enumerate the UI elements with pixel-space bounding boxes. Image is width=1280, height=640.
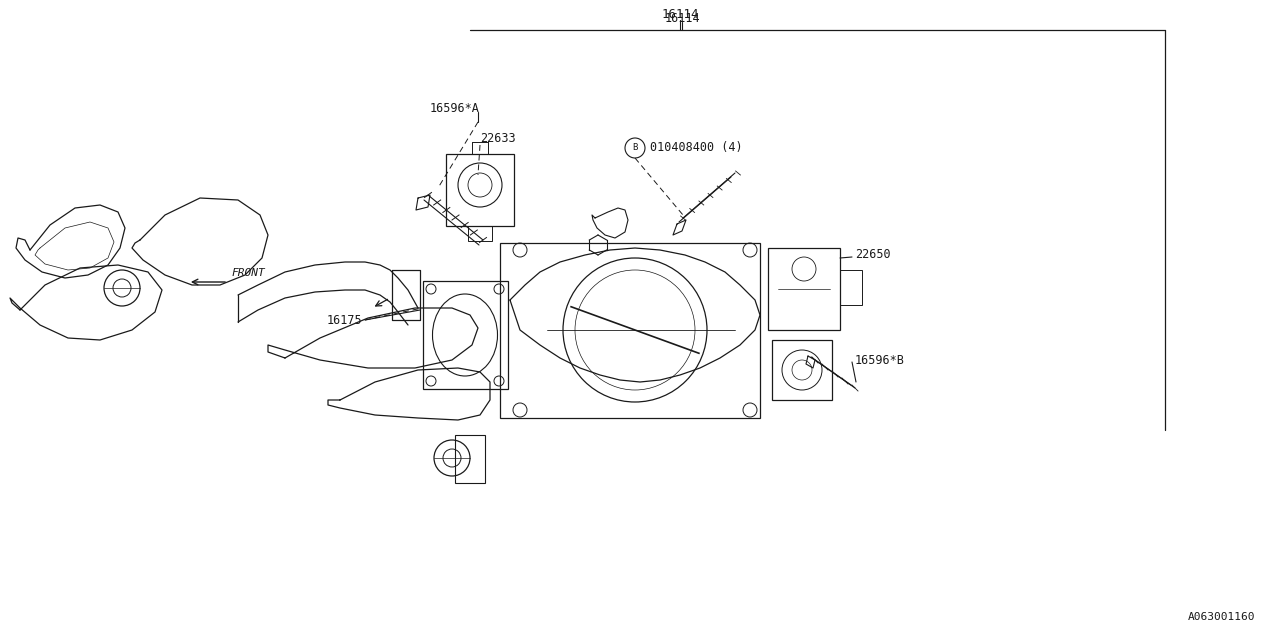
Text: FRONT: FRONT	[232, 268, 266, 278]
Text: 16596*B: 16596*B	[855, 353, 905, 367]
Text: 22633: 22633	[480, 131, 516, 145]
Text: A063001160: A063001160	[1188, 612, 1254, 622]
Text: 22650: 22650	[855, 248, 891, 262]
Text: 16596*A: 16596*A	[430, 102, 480, 115]
Text: 010408400 (4): 010408400 (4)	[650, 141, 742, 154]
Text: B: B	[632, 143, 637, 152]
Text: 16114: 16114	[664, 12, 700, 24]
Text: 16114: 16114	[662, 8, 699, 22]
Text: 16175: 16175	[326, 314, 362, 326]
